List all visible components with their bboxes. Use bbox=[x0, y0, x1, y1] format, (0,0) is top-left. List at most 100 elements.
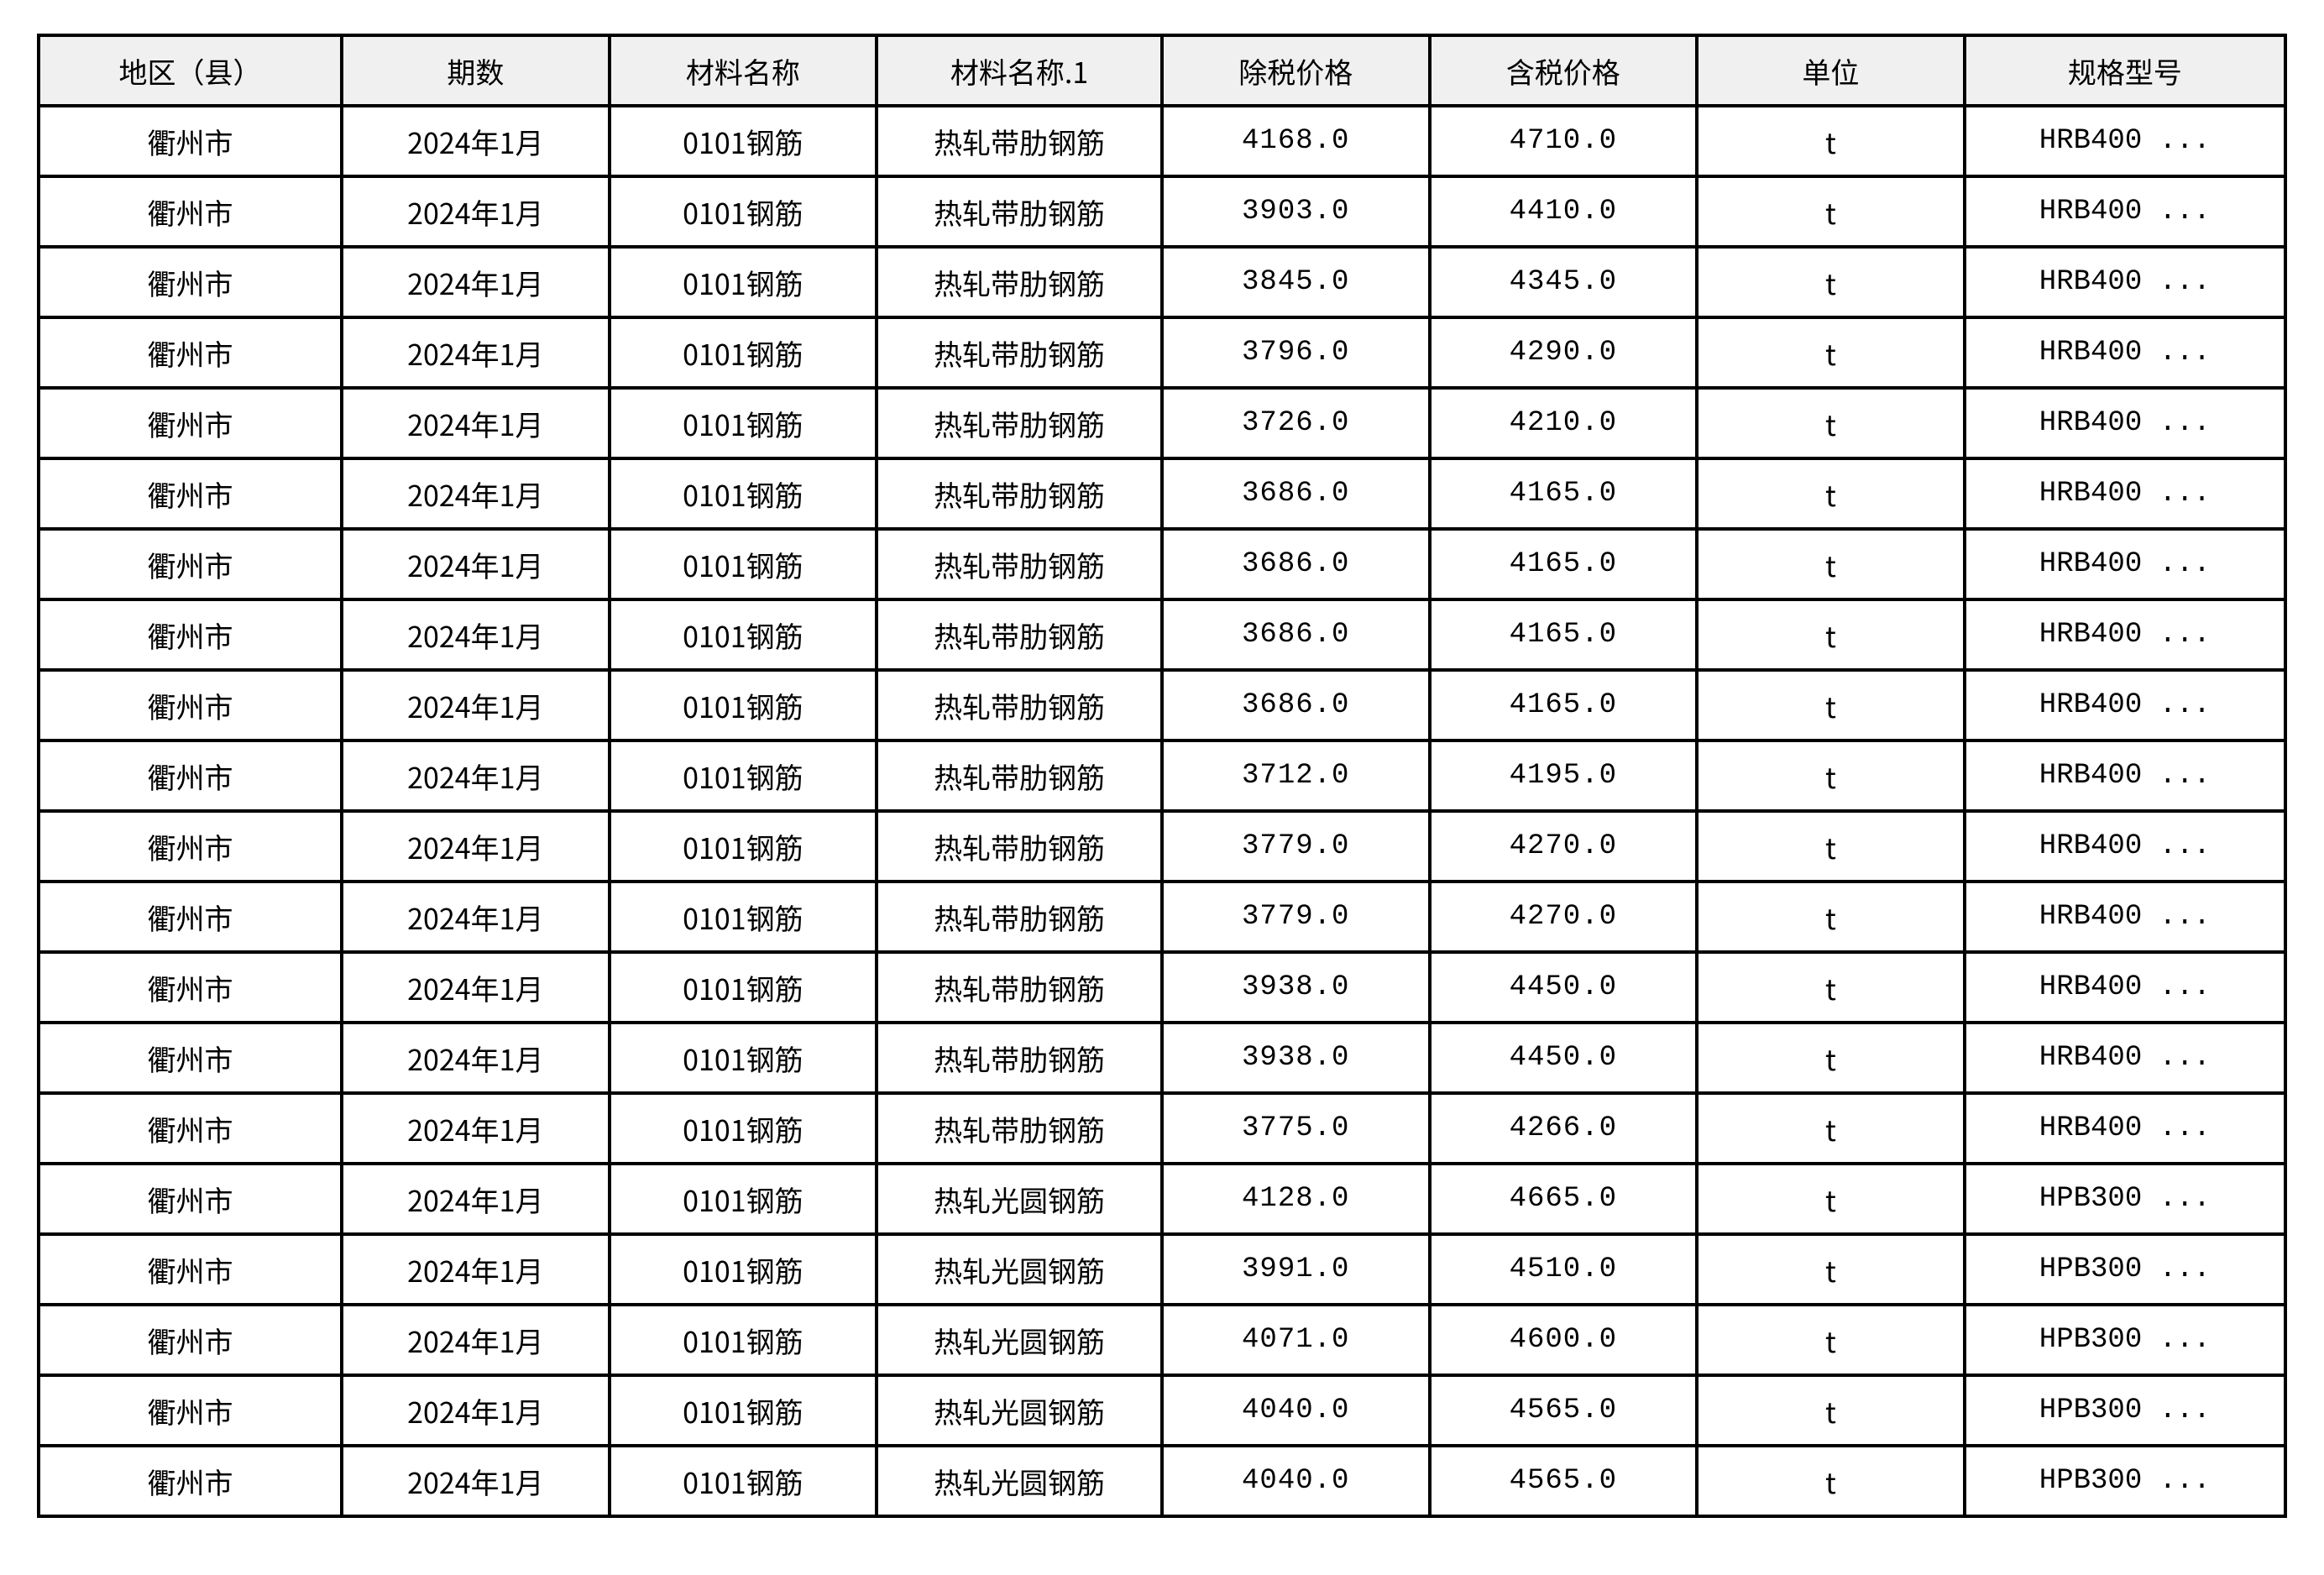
table-row: 衢州市2024年1月0101钢筋热轧带肋钢筋3686.04165.0tHRB40… bbox=[39, 599, 2285, 670]
table-cell: 衢州市 bbox=[39, 388, 342, 458]
table-cell: HRB400 ... bbox=[1965, 388, 2285, 458]
table-cell: 2024年1月 bbox=[342, 882, 610, 952]
header-unit: 单位 bbox=[1697, 35, 1965, 106]
table-cell: 热轧光圆钢筋 bbox=[877, 1164, 1162, 1234]
table-cell: 热轧带肋钢筋 bbox=[877, 670, 1162, 740]
table-body: 衢州市2024年1月0101钢筋热轧带肋钢筋4168.04710.0tHRB40… bbox=[39, 106, 2285, 1516]
table-cell: HPB300 ... bbox=[1965, 1164, 2285, 1234]
table-row: 衢州市2024年1月0101钢筋热轧带肋钢筋3726.04210.0tHRB40… bbox=[39, 388, 2285, 458]
table-cell: 0101钢筋 bbox=[610, 811, 877, 882]
table-cell: 2024年1月 bbox=[342, 1164, 610, 1234]
table-cell: HRB400 ... bbox=[1965, 952, 2285, 1023]
table-cell: 3726.0 bbox=[1162, 388, 1430, 458]
table-cell: 衢州市 bbox=[39, 1305, 342, 1375]
table-cell: 0101钢筋 bbox=[610, 1093, 877, 1164]
table-cell: 2024年1月 bbox=[342, 176, 610, 247]
table-cell: 衢州市 bbox=[39, 1375, 342, 1446]
table-cell: HRB400 ... bbox=[1965, 176, 2285, 247]
table-cell: 3845.0 bbox=[1162, 247, 1430, 317]
table-cell: 0101钢筋 bbox=[610, 599, 877, 670]
table-cell: HRB400 ... bbox=[1965, 882, 2285, 952]
table-cell: HRB400 ... bbox=[1965, 247, 2285, 317]
table-cell: 2024年1月 bbox=[342, 1023, 610, 1093]
header-material: 材料名称 bbox=[610, 35, 877, 106]
table-cell: t bbox=[1697, 1305, 1965, 1375]
table-cell: 2024年1月 bbox=[342, 599, 610, 670]
table-cell: t bbox=[1697, 317, 1965, 388]
table-cell: t bbox=[1697, 388, 1965, 458]
table-cell: 3686.0 bbox=[1162, 458, 1430, 529]
table-cell: 4665.0 bbox=[1430, 1164, 1698, 1234]
table-cell: HPB300 ... bbox=[1965, 1375, 2285, 1446]
table-cell: 4168.0 bbox=[1162, 106, 1430, 176]
table-cell: t bbox=[1697, 176, 1965, 247]
table-cell: 热轧带肋钢筋 bbox=[877, 882, 1162, 952]
table-cell: 4210.0 bbox=[1430, 388, 1698, 458]
table-cell: 0101钢筋 bbox=[610, 1375, 877, 1446]
table-cell: 4450.0 bbox=[1430, 952, 1698, 1023]
table-row: 衢州市2024年1月0101钢筋热轧光圆钢筋4040.04565.0tHPB30… bbox=[39, 1375, 2285, 1446]
table-row: 衢州市2024年1月0101钢筋热轧光圆钢筋3991.04510.0tHPB30… bbox=[39, 1234, 2285, 1305]
table-cell: 2024年1月 bbox=[342, 106, 610, 176]
table-cell: 0101钢筋 bbox=[610, 317, 877, 388]
table-row: 衢州市2024年1月0101钢筋热轧光圆钢筋4040.04565.0tHPB30… bbox=[39, 1446, 2285, 1516]
table-cell: 0101钢筋 bbox=[610, 1305, 877, 1375]
table-row: 衢州市2024年1月0101钢筋热轧带肋钢筋3686.04165.0tHRB40… bbox=[39, 458, 2285, 529]
table-row: 衢州市2024年1月0101钢筋热轧光圆钢筋4071.04600.0tHPB30… bbox=[39, 1305, 2285, 1375]
table-cell: 4345.0 bbox=[1430, 247, 1698, 317]
table-cell: 4040.0 bbox=[1162, 1446, 1430, 1516]
table-cell: 4600.0 bbox=[1430, 1305, 1698, 1375]
header-region: 地区（县） bbox=[39, 35, 342, 106]
table-cell: 热轧带肋钢筋 bbox=[877, 529, 1162, 599]
table-cell: 衢州市 bbox=[39, 529, 342, 599]
table-cell: HRB400 ... bbox=[1965, 106, 2285, 176]
table-cell: 衢州市 bbox=[39, 1023, 342, 1093]
header-price-incl: 含税价格 bbox=[1430, 35, 1698, 106]
table-cell: HRB400 ... bbox=[1965, 740, 2285, 811]
header-period: 期数 bbox=[342, 35, 610, 106]
table-cell: t bbox=[1697, 670, 1965, 740]
table-cell: 热轧带肋钢筋 bbox=[877, 317, 1162, 388]
table-cell: 3775.0 bbox=[1162, 1093, 1430, 1164]
table-cell: 衢州市 bbox=[39, 176, 342, 247]
table-cell: 3686.0 bbox=[1162, 670, 1430, 740]
table-row: 衢州市2024年1月0101钢筋热轧光圆钢筋4128.04665.0tHPB30… bbox=[39, 1164, 2285, 1234]
table-row: 衢州市2024年1月0101钢筋热轧带肋钢筋3796.04290.0tHRB40… bbox=[39, 317, 2285, 388]
table-cell: 0101钢筋 bbox=[610, 670, 877, 740]
table-cell: 2024年1月 bbox=[342, 317, 610, 388]
table-cell: 4270.0 bbox=[1430, 882, 1698, 952]
table-cell: HRB400 ... bbox=[1965, 599, 2285, 670]
table-cell: 2024年1月 bbox=[342, 670, 610, 740]
table-cell: 衢州市 bbox=[39, 1234, 342, 1305]
table-cell: HRB400 ... bbox=[1965, 317, 2285, 388]
table-cell: 0101钢筋 bbox=[610, 458, 877, 529]
materials-table: 地区（县） 期数 材料名称 材料名称.1 除税价格 含税价格 单位 规格型号 衢… bbox=[37, 34, 2287, 1518]
table-cell: 3991.0 bbox=[1162, 1234, 1430, 1305]
table-cell: 4510.0 bbox=[1430, 1234, 1698, 1305]
table-cell: 2024年1月 bbox=[342, 1446, 610, 1516]
table-cell: 3903.0 bbox=[1162, 176, 1430, 247]
table-row: 衢州市2024年1月0101钢筋热轧带肋钢筋4168.04710.0tHRB40… bbox=[39, 106, 2285, 176]
table-cell: 衢州市 bbox=[39, 1093, 342, 1164]
table-cell: HRB400 ... bbox=[1965, 811, 2285, 882]
table-cell: 热轧光圆钢筋 bbox=[877, 1234, 1162, 1305]
table-cell: 4266.0 bbox=[1430, 1093, 1698, 1164]
table-cell: HPB300 ... bbox=[1965, 1446, 2285, 1516]
table-cell: 热轧带肋钢筋 bbox=[877, 599, 1162, 670]
table-cell: 4165.0 bbox=[1430, 670, 1698, 740]
table-cell: 热轧带肋钢筋 bbox=[877, 1093, 1162, 1164]
table-cell: 3796.0 bbox=[1162, 317, 1430, 388]
table-cell: HRB400 ... bbox=[1965, 1023, 2285, 1093]
table-cell: 3686.0 bbox=[1162, 529, 1430, 599]
table-row: 衢州市2024年1月0101钢筋热轧带肋钢筋3712.04195.0tHRB40… bbox=[39, 740, 2285, 811]
table-cell: t bbox=[1697, 1446, 1965, 1516]
table-cell: 热轧带肋钢筋 bbox=[877, 388, 1162, 458]
table-cell: HPB300 ... bbox=[1965, 1234, 2285, 1305]
table-row: 衢州市2024年1月0101钢筋热轧带肋钢筋3779.04270.0tHRB40… bbox=[39, 811, 2285, 882]
table-cell: t bbox=[1697, 1164, 1965, 1234]
table-cell: t bbox=[1697, 740, 1965, 811]
table-cell: t bbox=[1697, 529, 1965, 599]
table-cell: t bbox=[1697, 1375, 1965, 1446]
table-cell: t bbox=[1697, 1234, 1965, 1305]
table-cell: HRB400 ... bbox=[1965, 458, 2285, 529]
